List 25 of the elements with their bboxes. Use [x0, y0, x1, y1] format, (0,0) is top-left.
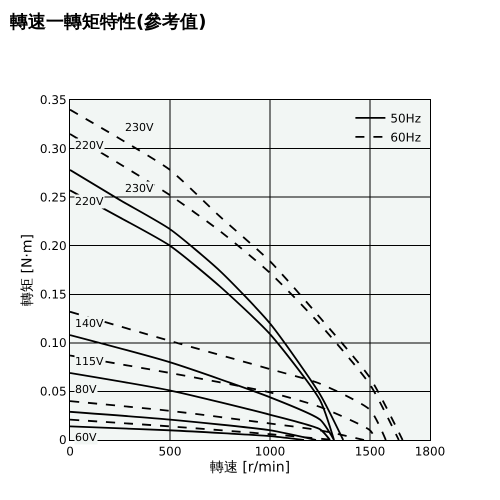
y-tick-label: 0.20 [40, 238, 67, 253]
y-axis-title: 轉矩 [N·m] [19, 234, 36, 306]
chart-title: 轉速一轉矩特性(參考值) [9, 12, 206, 33]
y-tick-label: 0.30 [40, 142, 67, 156]
y-tick-label: 0.35 [40, 93, 67, 108]
legend-label: 50Hz [390, 112, 421, 126]
y-tick-label: 0 [58, 433, 67, 448]
x-tick-label: 1000 [254, 444, 286, 458]
x-axis-title: 轉速 [r/min] [210, 460, 290, 476]
annotation: 230V [125, 121, 154, 134]
annotation: 220V [75, 139, 104, 152]
annotation: 140V [75, 317, 104, 330]
y-tick-label: 0.10 [40, 336, 67, 350]
x-tick-label: 1500 [354, 444, 386, 458]
legend-label: 60Hz [390, 130, 421, 145]
annotation: 115V [75, 355, 104, 368]
annotation: 80V [75, 383, 97, 396]
y-tick-label: 0.15 [40, 287, 67, 302]
annotation: 220V [75, 195, 104, 208]
x-tick-label: 1800 [414, 444, 446, 458]
annotation: 230V [125, 182, 154, 195]
annotation: 60V [75, 431, 97, 444]
x-tick-label: 500 [158, 444, 182, 458]
y-tick-label: 0.05 [40, 384, 67, 399]
y-tick-label: 0.25 [40, 190, 67, 204]
